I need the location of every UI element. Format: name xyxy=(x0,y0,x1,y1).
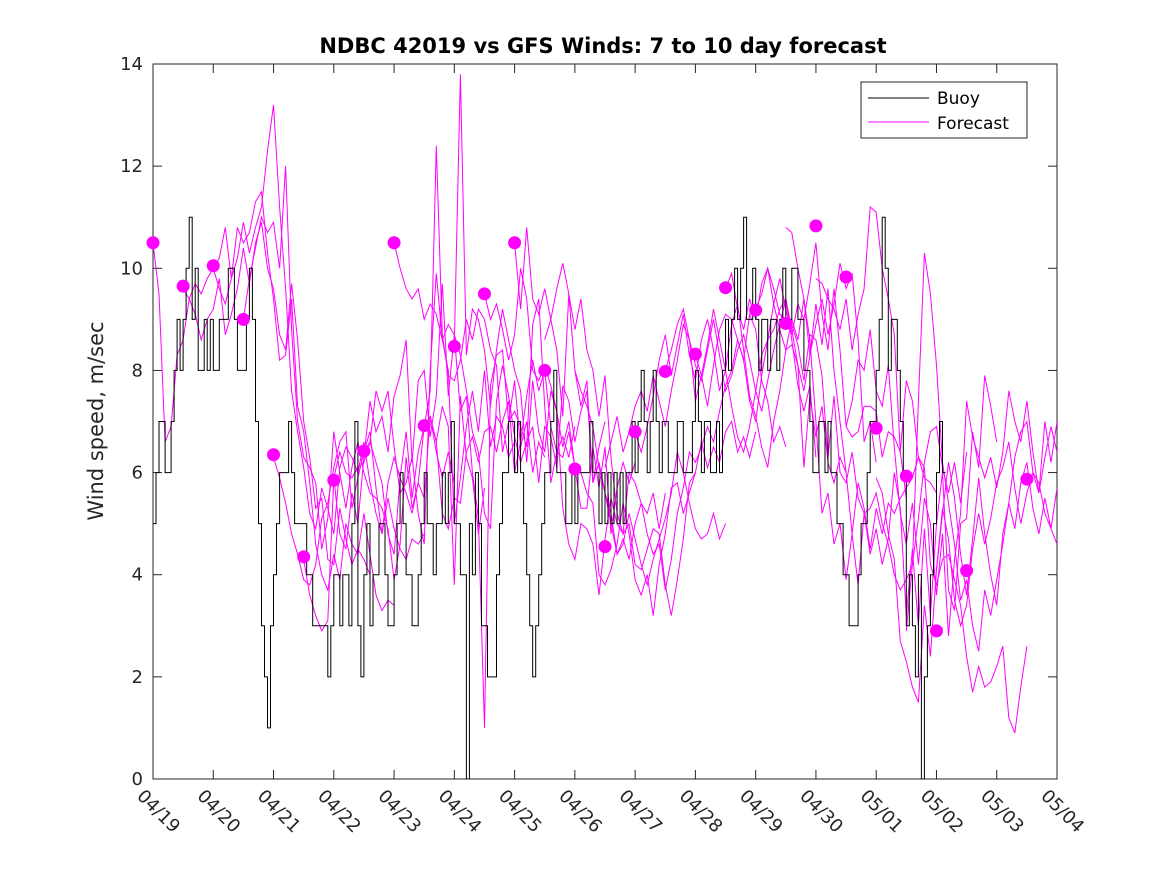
forecast-line-11 xyxy=(484,268,696,616)
forecast-start-marker xyxy=(508,236,522,250)
forecast-line-3 xyxy=(242,166,455,580)
forecast-start-marker xyxy=(688,347,702,361)
forecast-line-10 xyxy=(453,74,666,596)
forecast-start-marker xyxy=(960,564,974,578)
chart-title: NDBC 42019 vs GFS Winds: 7 to 10 day for… xyxy=(319,34,886,58)
forecast-start-marker xyxy=(628,425,642,439)
forecast-start-marker xyxy=(749,303,763,317)
forecast-start-marker xyxy=(357,444,371,458)
y-tick-label: 4 xyxy=(132,565,143,586)
forecast-start-marker xyxy=(206,259,220,273)
y-tick-label: 6 xyxy=(132,463,143,484)
forecast-line-1 xyxy=(182,190,395,612)
forecast-line-14 xyxy=(574,312,787,591)
forecast-marker xyxy=(1020,472,1034,486)
forecast-start-marker xyxy=(719,281,733,295)
forecast-line-18 xyxy=(694,242,907,499)
y-axis-label: Wind speed, m/sec xyxy=(84,321,108,520)
forecast-start-marker xyxy=(929,624,943,638)
forecast-start-marker xyxy=(899,469,913,483)
y-tick-label: 2 xyxy=(132,667,143,688)
forecast-start-marker xyxy=(538,363,552,377)
forecast-line-26 xyxy=(936,462,1057,606)
forecast-start-marker xyxy=(297,550,311,564)
forecast-start-marker xyxy=(146,236,160,250)
forecast-line-15 xyxy=(604,297,817,468)
forecast-line-25 xyxy=(905,252,1057,652)
forecast-start-marker xyxy=(447,339,461,353)
legend: Buoy Forecast xyxy=(860,81,1028,139)
y-tick-label: 8 xyxy=(132,360,143,381)
forecast-start-marker xyxy=(477,287,491,301)
y-tick-label: 10 xyxy=(120,258,143,279)
forecast-start-marker xyxy=(387,236,401,250)
forecast-line-22 xyxy=(815,205,1028,734)
forecast-start-marker xyxy=(417,419,431,433)
forecast-start-marker xyxy=(327,473,341,487)
forecast-line-24 xyxy=(875,441,1057,703)
legend-label-forecast: Forecast xyxy=(937,114,1009,134)
forecast-start-marker xyxy=(809,219,823,233)
legend-label-buoy: Buoy xyxy=(937,89,980,109)
forecast-start-marker xyxy=(658,364,672,378)
forecast-start-marker xyxy=(236,312,250,326)
y-tick-label: 0 xyxy=(132,769,143,790)
forecast-line-4 xyxy=(273,395,485,586)
forecast-line-8 xyxy=(393,242,606,529)
y-tick-label: 14 xyxy=(120,54,143,75)
forecast-line-9 xyxy=(423,145,636,534)
buoy-line xyxy=(153,216,946,779)
forecast-start-marker xyxy=(779,316,793,330)
forecast-start-marker xyxy=(568,462,582,476)
forecast-line-21 xyxy=(785,227,998,626)
forecast-start-marker xyxy=(176,279,190,293)
forecast-line-13 xyxy=(544,263,757,616)
legend-box xyxy=(860,81,1028,139)
y-tick-label: 12 xyxy=(120,156,143,177)
forecast-line-12 xyxy=(514,227,726,587)
forecast-start-marker xyxy=(839,270,853,284)
forecast-start-marker xyxy=(869,421,883,435)
forecast-line-7 xyxy=(363,360,576,534)
forecast-line-23 xyxy=(845,329,1057,637)
forecast-start-marker xyxy=(598,540,612,554)
forecast-start-marker xyxy=(267,448,281,462)
forecast-line-2 xyxy=(212,104,425,561)
